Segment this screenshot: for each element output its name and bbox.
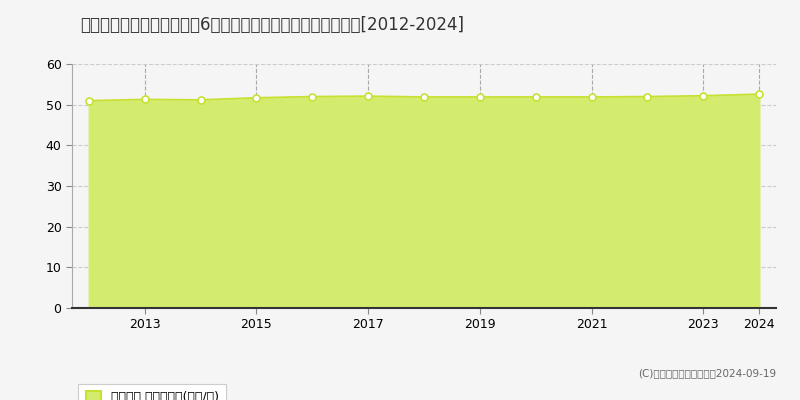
Text: 千葉県八千代市ゆりのき台6丁目６番８　基準地価　地価推移[2012-2024]: 千葉県八千代市ゆりのき台6丁目６番８ 基準地価 地価推移[2012-2024] bbox=[80, 16, 464, 34]
Text: (C)土地価格ドットコム　2024-09-19: (C)土地価格ドットコム 2024-09-19 bbox=[638, 368, 776, 378]
Legend: 基準地価 平均坪単価(万円/坪): 基準地価 平均坪単価(万円/坪) bbox=[78, 384, 226, 400]
